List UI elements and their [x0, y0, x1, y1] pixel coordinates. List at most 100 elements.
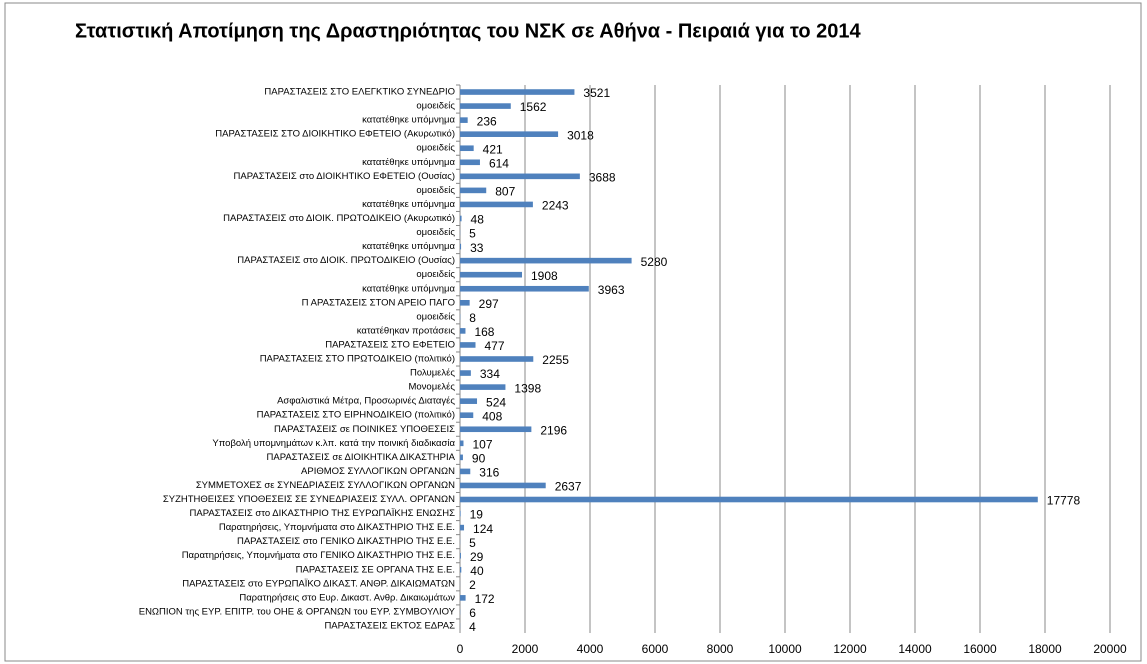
data-label: 3688 — [589, 171, 616, 185]
bar — [460, 145, 474, 152]
bar — [460, 271, 523, 278]
y-tick-label: κατατέθηκε υπόμνημα — [362, 115, 455, 126]
y-tick-label: ΠΑΡΑΣΤΑΣΕΙΣ ΣΤΟ ΕΦΕΤΕΙΟ — [325, 339, 455, 350]
y-tick-label: ΠΑΡΑΣΤΑΣΕΙΣ στο ΓΕΝΙΚΟ ΔΙΚΑΣΤΗΡΙΟ ΤΗΣ Ε.… — [237, 536, 455, 547]
data-label: 3521 — [583, 86, 610, 100]
data-label: 33 — [470, 241, 484, 255]
data-label: 168 — [474, 325, 494, 339]
data-label: 107 — [472, 437, 492, 451]
y-tick-label: ΠΑΡΑΣΤΑΣΕΙΣ στο ΔΙΟΙΚ. ΠΡΩΤΟΔΙΚΕΙΟ (Ουσί… — [237, 255, 455, 266]
y-tick-label: ομοειδείς — [416, 227, 455, 238]
bar — [460, 510, 461, 517]
x-tick-label: 0 — [457, 642, 464, 656]
bar — [460, 566, 462, 573]
y-tick-label: ΣΥΖΗΤΗΘΕΙΣΕΣ ΥΠΟΘΕΣΕΙΣ ΣΕ ΣΥΝΕΔΡΙΑΣΕΙΣ Σ… — [163, 494, 455, 505]
y-tick-label: ομοειδείς — [416, 311, 455, 322]
y-tick-label: ΑΡΙΘΜΟΣ ΣΥΛΛΟΓΙΚΩΝ ΟΡΓΑΝΩΝ — [301, 466, 455, 477]
y-tick-label: ΠΑΡΑΣΤΑΣΕΙΣ ΕΚΤΟΣ ΕΔΡΑΣ — [324, 620, 455, 631]
y-tick-label: Πολυμελές — [410, 368, 455, 379]
data-label: 807 — [495, 185, 515, 199]
data-label: 124 — [473, 522, 493, 536]
x-tick-label: 16000 — [963, 642, 997, 656]
data-label: 3018 — [567, 128, 594, 142]
bar — [460, 524, 465, 531]
data-label: 5 — [469, 227, 476, 241]
y-tick-label: ΠΑΡΑΣΤΑΣΕΙΣ στο ΔΙΚΑΣΤΗΡΙΟ ΤΗΣ ΕΥΡΩΠΑΪΚΗ… — [190, 508, 456, 519]
y-tick-label: κατατέθηκε υπόμνημα — [362, 283, 455, 294]
data-label: 2637 — [555, 480, 582, 494]
y-tick-label: Μονομελές — [408, 382, 455, 393]
data-label: 40 — [470, 564, 484, 578]
data-label: 90 — [472, 452, 486, 466]
y-tick-label: ΠΑΡΑΣΤΑΣΕΙΣ ΣΤΟ ΕΛΕΓΚΤΙΚΟ ΣΥΝΕΔΡΙΟ — [264, 87, 455, 98]
data-label: 4 — [469, 620, 476, 634]
y-tick-label: ΠΑΡΑΣΤΑΣΕΙΣ στο ΕΥΡΩΠΑΪΚΟ ΔΙΚΑΣΤ. ΑΝΘΡ. … — [182, 578, 455, 589]
y-tick-label: Ασφαλιστικά Μέτρα, Προσωρινές Διαταγές — [277, 396, 455, 407]
data-label: 2196 — [540, 423, 567, 437]
data-label: 3963 — [598, 283, 625, 297]
bar — [460, 370, 471, 376]
bar — [460, 595, 466, 601]
bar — [460, 131, 559, 137]
bar — [460, 454, 463, 461]
y-tick-label: ομοειδείς — [416, 101, 455, 112]
bar — [460, 552, 461, 559]
data-label: 6 — [469, 606, 476, 620]
bar — [460, 103, 511, 109]
bar — [460, 468, 471, 475]
x-tick-label: 4000 — [577, 642, 604, 656]
bar — [460, 187, 487, 194]
y-tick-label: ΠΑΡΑΣΤΑΣΕΙΣ ΣΤΟ ΔΙΟΙΚΗΤΙΚΟ ΕΦΕΤΕΙΟ (Ακυρ… — [215, 129, 455, 140]
x-tick-label: 8000 — [707, 642, 734, 656]
data-label: 2243 — [542, 199, 569, 213]
y-tick-label: ΠΑΡΑΣΤΑΣΕΙΣ σε ΠΟΙΝΙΚΕΣ ΥΠΟΘΕΣΕΙΣ — [274, 424, 455, 435]
bar — [460, 342, 476, 348]
bar — [460, 285, 589, 292]
data-label: 19 — [470, 508, 484, 522]
data-label: 614 — [489, 156, 509, 170]
bar — [460, 159, 480, 166]
data-label: 5 — [469, 536, 476, 550]
data-label: 172 — [475, 592, 495, 606]
y-tick-label: ομοειδείς — [416, 185, 455, 196]
bar — [460, 398, 478, 404]
data-label: 408 — [482, 409, 502, 423]
bar — [460, 215, 462, 222]
x-tick-label: 6000 — [642, 642, 669, 656]
bar — [460, 426, 532, 433]
bar — [460, 299, 470, 306]
x-tick-label: 14000 — [898, 642, 932, 656]
y-tick-label: κατατέθηκε υπόμνημα — [362, 199, 455, 210]
data-label: 48 — [471, 213, 485, 227]
bar — [460, 201, 533, 208]
data-label: 29 — [470, 550, 484, 564]
x-tick-label: 20000 — [1093, 642, 1127, 656]
bar — [460, 356, 534, 362]
data-label: 2255 — [542, 353, 569, 367]
y-tick-label: ΠΑΡΑΣΤΑΣΕΙΣ ΣΤΟ ΕΙΡΗΝΟΔΙΚΕΙΟ (πολιτικό) — [257, 410, 455, 421]
data-label: 477 — [485, 339, 505, 353]
y-tick-label: κατατέθηκε υπόμνημα — [362, 157, 455, 168]
y-tick-label: ΣΥΜΜΕΤΟΧΕΣ σε ΣΥΝΕΔΡΙΑΣΕΙΣ ΣΥΛΛΟΓΙΚΩΝ ΟΡ… — [196, 480, 455, 491]
bar — [460, 440, 464, 447]
bar — [460, 328, 466, 334]
bar — [460, 173, 580, 180]
data-label: 297 — [479, 297, 499, 311]
y-tick-label: Παρατηρήσεις, Υπομνήματα στο ΓΕΝΙΚΟ ΔΙΚΑ… — [182, 550, 455, 561]
bar — [460, 117, 468, 123]
y-tick-label: Π ΑΡΑΣΤΑΣΕΙΣ ΣΤΟΝ ΑΡΕΙΟ ΠΑΓΟ — [302, 297, 455, 308]
bar — [460, 496, 1038, 503]
y-tick-label: ΠΑΡΑΣΤΑΣΕΙΣ σε ΔΙΟΙΚΗΤΙΚΑ ΔΙΚΑΣΤΗΡΙΑ — [267, 452, 456, 463]
bar — [460, 384, 506, 390]
bar — [460, 412, 474, 419]
data-label: 2 — [469, 578, 476, 592]
data-label: 1908 — [531, 269, 558, 283]
bar — [460, 243, 462, 250]
y-tick-label: κατατέθηκαν προτάσεις — [357, 325, 456, 336]
x-tick-label: 12000 — [833, 642, 867, 656]
y-tick-label: Παρατηρήσεις στο Ευρ. Δικαστ. Ανθρ. Δικα… — [239, 592, 455, 603]
data-label: 524 — [486, 395, 506, 409]
data-label: 236 — [477, 114, 497, 128]
x-tick-label: 10000 — [768, 642, 802, 656]
bar — [460, 89, 575, 95]
